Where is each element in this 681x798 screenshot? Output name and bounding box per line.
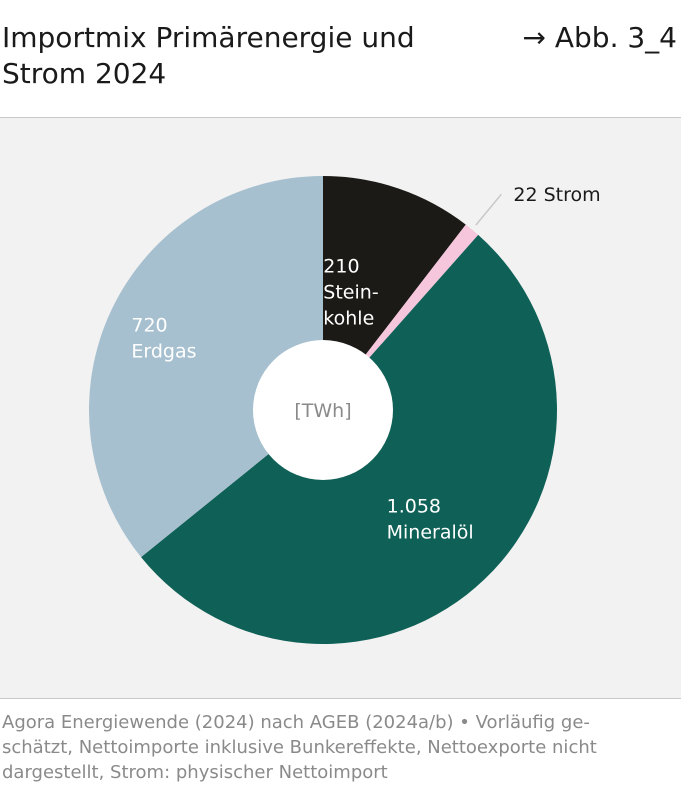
slice-name-erdgas: Erdgas	[131, 341, 196, 363]
footer-divider	[0, 698, 681, 699]
slice-label-erdgas: 720 Erdgas	[131, 315, 196, 363]
chart-header: Importmix Primärenergie und Strom 2024 →…	[0, 0, 681, 118]
slice-label-mineral-l: 1.058 Mineralöl	[387, 495, 474, 543]
donut-chart: [TWh] 210 Stein-kohle 22 Strom 1.058 Mineral…	[88, 176, 601, 645]
donut-slices	[88, 176, 558, 645]
slice-name-steinkohle: kohle	[323, 308, 374, 330]
slice-value-mineral-l: 1.058	[387, 495, 441, 517]
slice-labels: 210 Stein-kohle 22 Strom 1.058 Mineralöl 720 E…	[131, 184, 600, 543]
slice-value-steinkohle: 210	[323, 256, 359, 278]
source-note: Agora Energiewende (2024) nach AGEB (202…	[2, 710, 678, 785]
chart-title-line-2: Strom 2024	[2, 57, 167, 90]
chart-title-line-1: Importmix Primärenergie und	[2, 21, 415, 54]
chart-title: Importmix Primärenergie und Strom 2024	[2, 20, 482, 92]
plot-area: [TWh] 210 Stein-kohle 22 Strom 1.058 Mineral…	[0, 118, 681, 698]
source-line-2: schätzt, Nettoimporte inklusive Bunkeref…	[2, 737, 597, 758]
slice-erdgas	[88, 176, 323, 558]
slice-value-erdgas: 720	[131, 315, 167, 337]
center-unit-label: [TWh]	[294, 400, 351, 422]
slice-label-steinkohle: 210 Stein-kohle	[323, 256, 378, 330]
slice-label-strom: 22 Strom	[513, 184, 600, 206]
source-line-1: Agora Energiewende (2024) nach AGEB (202…	[2, 712, 590, 733]
leader-line-strom	[475, 193, 502, 226]
slice-name-mineral-l: Mineralöl	[387, 521, 474, 543]
source-line-3: dargestellt, Strom: physischer Nettoimpo…	[2, 762, 388, 783]
donut-center-hole	[253, 340, 393, 480]
slice-name-steinkohle: Stein-	[323, 282, 378, 304]
figure-reference: → Abb. 3_4	[522, 21, 678, 54]
header-divider	[0, 117, 681, 118]
